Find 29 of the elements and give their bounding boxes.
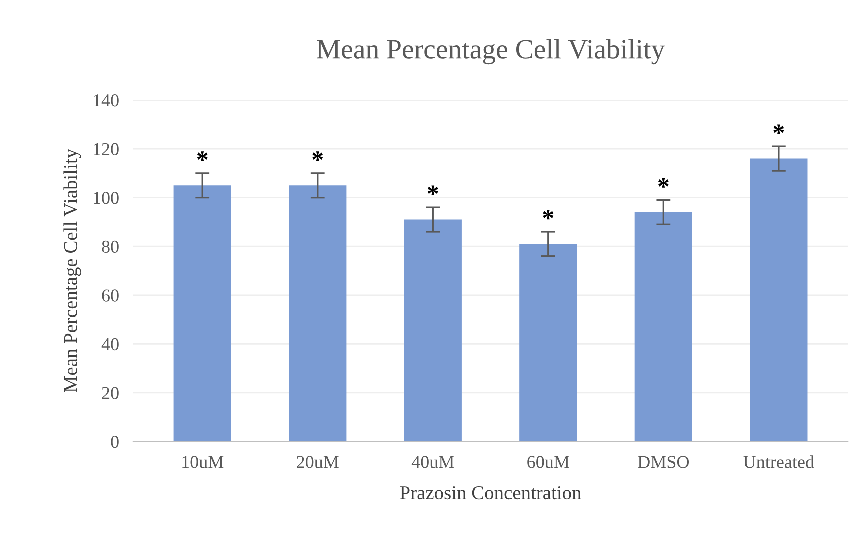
bar xyxy=(520,244,578,442)
bar xyxy=(634,212,692,442)
y-axis-title: Mean Percentage Cell Viability xyxy=(64,148,82,393)
y-tick-label: 120 xyxy=(94,143,119,156)
y-tick-label: 20 xyxy=(102,387,119,400)
bar xyxy=(289,186,347,442)
y-tick-label: 100 xyxy=(94,192,119,204)
x-tick-label: 60uM xyxy=(528,456,570,468)
y-tick-label: 40 xyxy=(102,338,119,351)
x-tick-label: 20uM xyxy=(297,456,339,468)
x-tick-label: DMSO xyxy=(638,456,690,468)
bar xyxy=(750,158,808,442)
x-axis-title: Prazosin Concentration xyxy=(400,486,582,500)
x-tick-label: 10uM xyxy=(182,456,224,468)
chart-title: Mean Percentage Cell Viability xyxy=(317,39,666,65)
annotation: * xyxy=(543,210,554,220)
bar xyxy=(404,220,462,442)
annotation: * xyxy=(658,178,669,188)
annotation: * xyxy=(428,186,438,196)
annotation: * xyxy=(774,124,784,134)
annotation: * xyxy=(197,152,208,162)
y-tick-label: 80 xyxy=(102,240,119,254)
bar xyxy=(174,186,232,442)
y-tick-label: 140 xyxy=(94,94,119,107)
x-tick-label: 40uM xyxy=(412,456,454,468)
y-tick-label: 60 xyxy=(102,290,119,302)
x-tick-label: Untreated xyxy=(744,456,814,468)
y-tick-label: 0 xyxy=(111,436,119,448)
annotation: * xyxy=(312,152,324,162)
